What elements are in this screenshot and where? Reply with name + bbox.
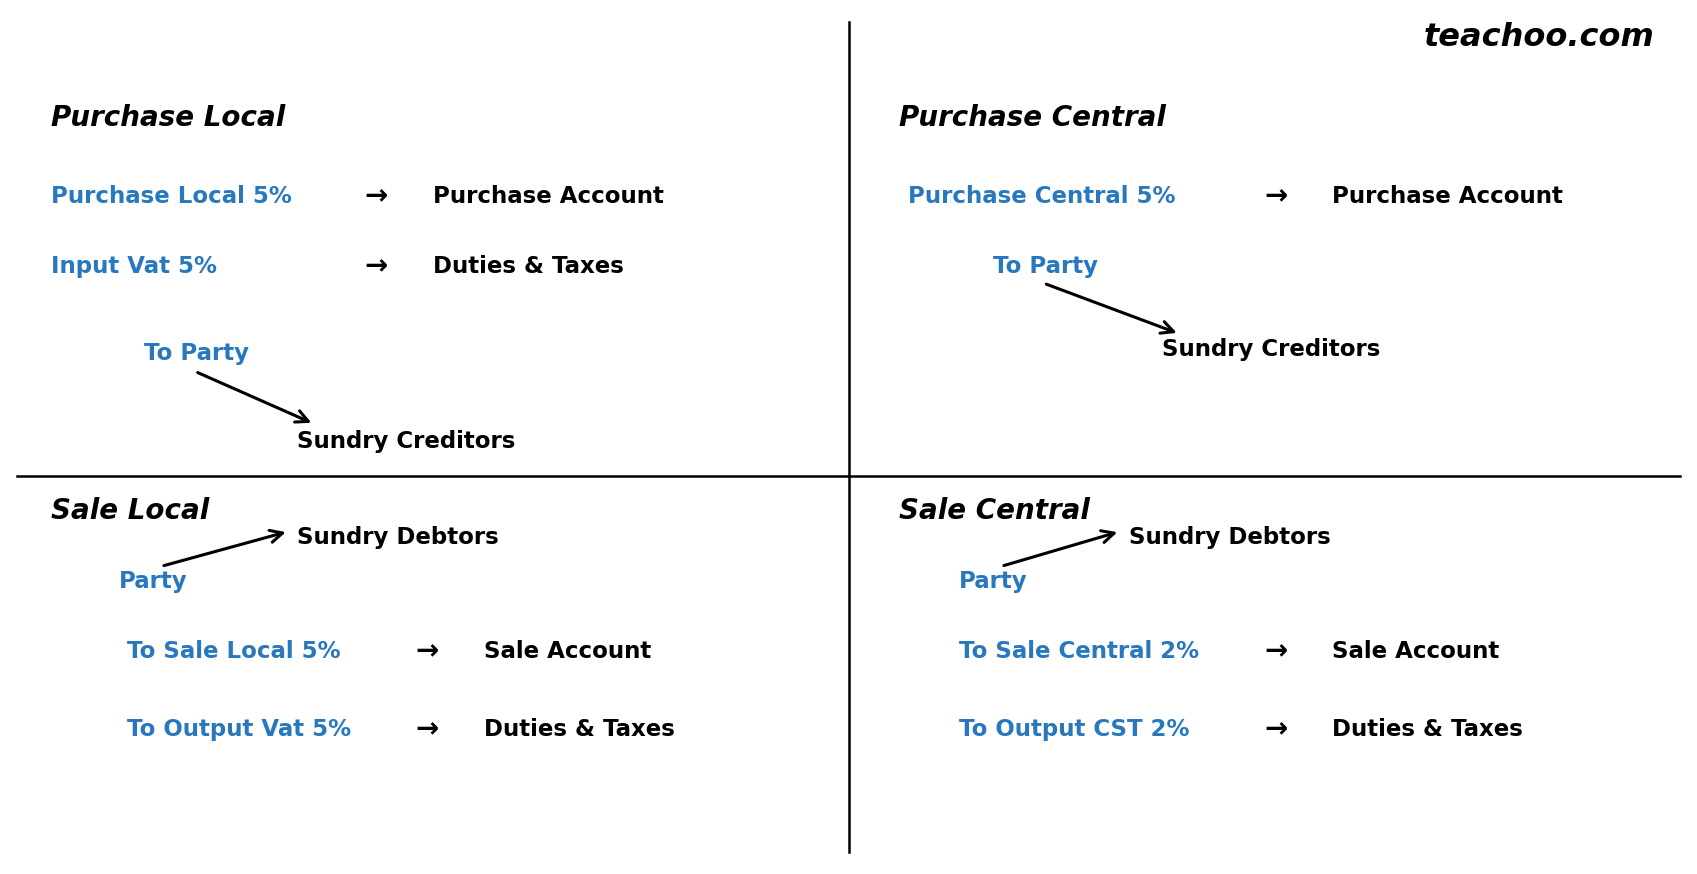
Text: Purchase Account: Purchase Account <box>433 185 664 208</box>
Text: →: → <box>365 183 389 211</box>
Text: Sundry Creditors: Sundry Creditors <box>1162 338 1381 361</box>
Text: Sale Account: Sale Account <box>484 640 652 662</box>
Text: Sundry Debtors: Sundry Debtors <box>297 526 499 549</box>
Text: To Sale Central 2%: To Sale Central 2% <box>959 640 1198 662</box>
Text: Sundry Debtors: Sundry Debtors <box>1129 526 1330 549</box>
Text: Purchase Local: Purchase Local <box>51 104 285 132</box>
Text: Purchase Central: Purchase Central <box>899 104 1166 132</box>
Text: To Party: To Party <box>144 343 249 365</box>
Text: Duties & Taxes: Duties & Taxes <box>484 718 674 741</box>
Text: Purchase Account: Purchase Account <box>1332 185 1563 208</box>
Text: To Party: To Party <box>993 255 1098 278</box>
Text: teachoo.com: teachoo.com <box>1424 22 1655 53</box>
Text: To Sale Local 5%: To Sale Local 5% <box>127 640 341 662</box>
Text: Duties & Taxes: Duties & Taxes <box>1332 718 1522 741</box>
Text: Input Vat 5%: Input Vat 5% <box>51 255 217 278</box>
Text: To Output Vat 5%: To Output Vat 5% <box>127 718 351 741</box>
Text: Purchase Local 5%: Purchase Local 5% <box>51 185 292 208</box>
Text: To Output CST 2%: To Output CST 2% <box>959 718 1190 741</box>
Text: Sale Central: Sale Central <box>899 497 1089 525</box>
Text: →: → <box>1264 637 1288 665</box>
Text: Sale Account: Sale Account <box>1332 640 1500 662</box>
Text: Purchase Central 5%: Purchase Central 5% <box>908 185 1176 208</box>
Text: Sale Local: Sale Local <box>51 497 209 525</box>
Text: Party: Party <box>959 570 1027 593</box>
Text: Party: Party <box>119 570 187 593</box>
Text: →: → <box>1264 183 1288 211</box>
Text: →: → <box>1264 716 1288 744</box>
Text: →: → <box>365 253 389 281</box>
Text: →: → <box>416 637 440 665</box>
Text: Duties & Taxes: Duties & Taxes <box>433 255 623 278</box>
Text: →: → <box>416 716 440 744</box>
Text: Sundry Creditors: Sundry Creditors <box>297 430 516 453</box>
